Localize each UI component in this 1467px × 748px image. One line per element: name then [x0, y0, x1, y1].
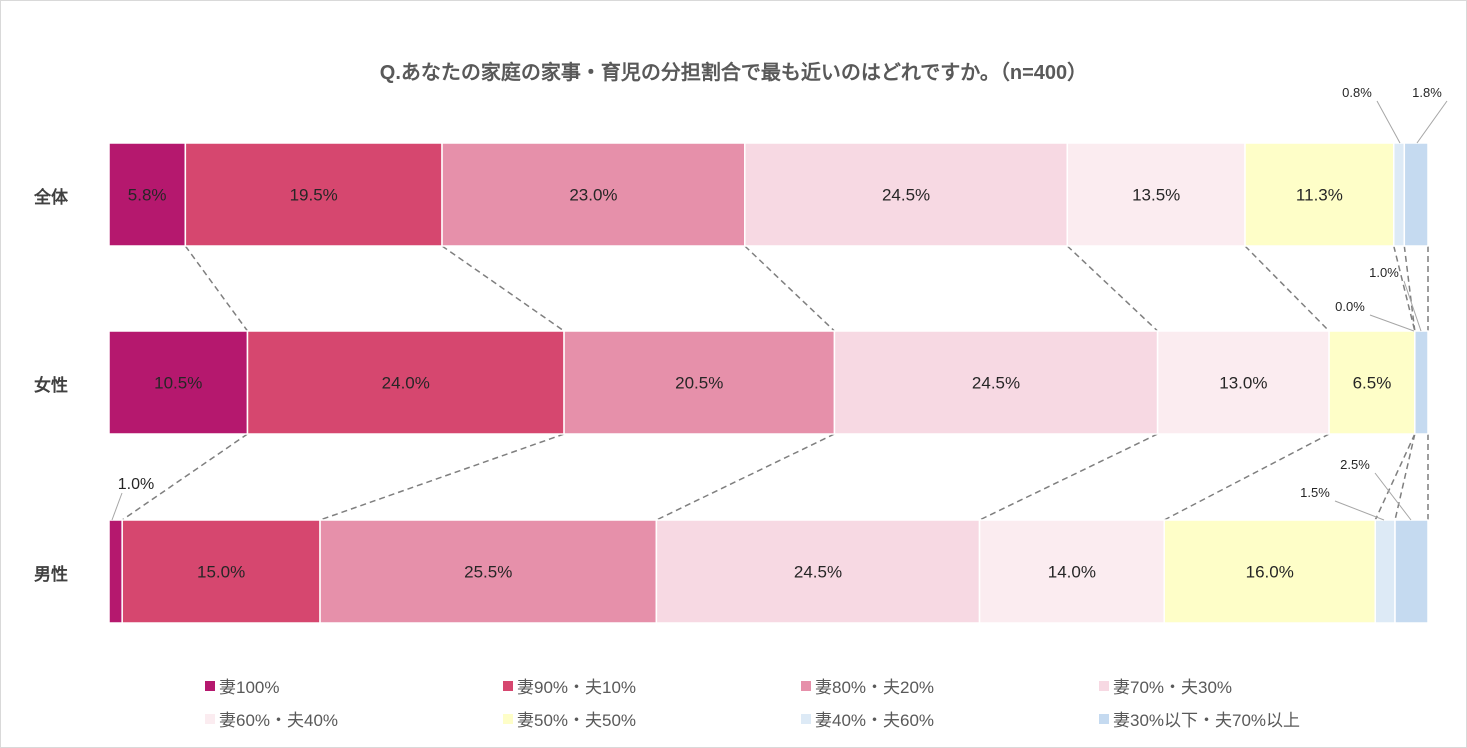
legend-item: 妻40%・夫60%	[801, 706, 1099, 731]
bar-segment	[1393, 142, 1406, 247]
legend-swatch	[205, 713, 215, 724]
series-connector-line	[1394, 433, 1416, 521]
series-connector-line	[1244, 245, 1330, 332]
leader-line	[111, 492, 123, 521]
bar-segment	[1328, 330, 1416, 435]
data-label: 10.5%	[154, 374, 202, 393]
leader-line	[1374, 472, 1412, 521]
bar-segment	[108, 330, 249, 435]
series-connector-line	[184, 245, 249, 332]
legend-item: 妻90%・夫10%	[503, 673, 801, 698]
legend-label: 妻30%以下・夫70%以上	[1113, 711, 1301, 730]
legend-item: 妻100%	[205, 673, 503, 698]
series-connector-line	[656, 433, 835, 521]
bar-segment	[1403, 142, 1429, 247]
data-label: 2.5%	[1340, 457, 1370, 472]
data-label: 1.0%	[1369, 265, 1399, 280]
series-connector-line	[1066, 245, 1159, 332]
data-label: 19.5%	[290, 186, 338, 205]
series-connector-line	[121, 433, 248, 521]
series-connector-line	[979, 433, 1158, 521]
data-label: 1.0%	[118, 476, 154, 493]
legend-item: 妻50%・夫50%	[503, 706, 801, 731]
series-connector-line	[319, 433, 565, 521]
bar-segment	[121, 519, 321, 624]
category-label-male: 男性	[34, 565, 68, 584]
data-label: 14.0%	[1048, 563, 1096, 582]
legend-label: 妻100%	[219, 678, 280, 697]
data-label: 16.0%	[1246, 563, 1294, 582]
data-label: 24.5%	[972, 374, 1020, 393]
legend-swatch	[503, 713, 513, 724]
bar-segment	[1156, 330, 1330, 435]
bar-segment	[563, 330, 836, 435]
bar-segment	[1374, 519, 1396, 624]
legend-item: 妻80%・夫20%	[801, 673, 1099, 698]
series-connector-line	[1374, 433, 1416, 521]
data-label: 5.8%	[128, 186, 167, 205]
data-label: 23.0%	[569, 186, 617, 205]
bar-segment	[655, 519, 981, 624]
data-label: 15.0%	[197, 563, 245, 582]
legend-swatch	[205, 680, 215, 691]
legend-item: 妻70%・夫30%	[1099, 673, 1399, 698]
data-label: 1.8%	[1412, 85, 1442, 100]
bar-segment	[1244, 142, 1395, 247]
legend-label: 妻70%・夫30%	[1113, 678, 1233, 697]
legend: 妻100% 妻90%・夫10% 妻80%・夫20% 妻70%・夫30% 妻60%…	[205, 673, 1405, 731]
data-label: 0.0%	[1335, 299, 1365, 314]
bar-segment	[833, 330, 1159, 435]
leader-line	[1416, 100, 1448, 144]
legend-item: 妻30%以下・夫70%以上	[1099, 706, 1399, 731]
data-label: 1.5%	[1300, 485, 1330, 500]
bar-segment	[246, 330, 565, 435]
bar-segment	[1394, 519, 1429, 624]
bar-segment	[1066, 142, 1246, 247]
data-label: 0.8%	[1342, 85, 1372, 100]
legend-label: 妻60%・夫40%	[219, 711, 339, 730]
data-label: 13.5%	[1132, 186, 1180, 205]
legend-swatch	[801, 680, 811, 691]
legend-item: 妻60%・夫40%	[205, 706, 503, 731]
data-label: 24.0%	[382, 374, 430, 393]
series-connector-line	[744, 245, 835, 332]
bar-segment	[1414, 330, 1429, 435]
leader-line	[1334, 500, 1385, 521]
bar-segment	[319, 519, 658, 624]
legend-swatch	[801, 713, 811, 724]
data-label: 13.0%	[1219, 374, 1267, 393]
bar-segment	[744, 142, 1069, 247]
bar-segment	[108, 142, 187, 247]
bar-segment	[184, 142, 443, 247]
category-label-total: 全体	[34, 188, 68, 207]
legend-swatch	[1099, 680, 1109, 691]
data-label: 11.3%	[1296, 186, 1343, 205]
legend-label: 妻40%・夫60%	[815, 711, 935, 730]
data-label: 24.5%	[794, 563, 842, 582]
legend-label: 妻50%・夫50%	[517, 711, 637, 730]
leader-line	[1369, 314, 1415, 332]
legend-label: 妻90%・夫10%	[517, 678, 637, 697]
bar-segment	[978, 519, 1165, 624]
data-label: 24.5%	[882, 186, 930, 205]
data-label: 20.5%	[675, 374, 723, 393]
legend-swatch	[1099, 713, 1109, 724]
chart-title: Q.あなたの家庭の家事・育児の分担割合で最も近いのはどれですか。（n=400）	[379, 62, 1088, 84]
bar-segment	[108, 519, 123, 624]
legend-label: 妻80%・夫20%	[815, 678, 935, 697]
series-connector-line	[1163, 433, 1330, 521]
leader-line	[1403, 280, 1422, 332]
leader-line	[1376, 100, 1401, 144]
series-connector-line	[1403, 245, 1416, 332]
series-connector-line	[1393, 245, 1416, 332]
legend-swatch	[503, 680, 513, 691]
data-label: 6.5%	[1353, 374, 1392, 393]
series-connector-line	[441, 245, 565, 332]
category-label-female: 女性	[34, 376, 68, 395]
data-label: 25.5%	[464, 563, 512, 582]
